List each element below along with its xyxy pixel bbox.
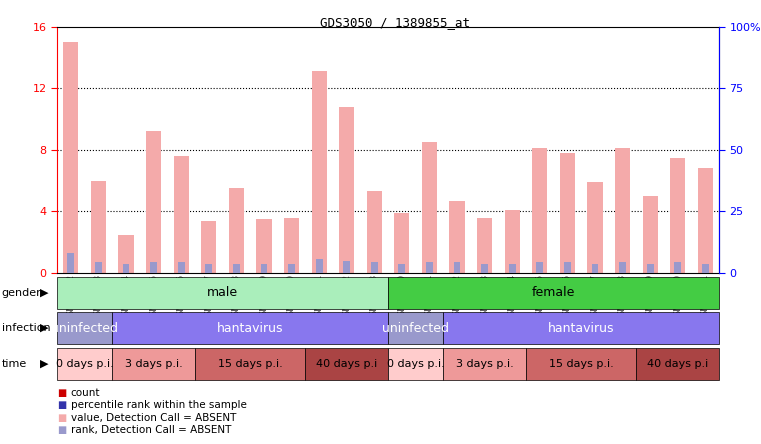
Bar: [284, 218, 299, 273]
Bar: [505, 210, 520, 273]
Text: male: male: [207, 286, 238, 299]
Bar: [619, 262, 626, 273]
Bar: [537, 262, 543, 273]
Bar: [394, 213, 409, 273]
Text: time: time: [2, 359, 27, 369]
Bar: [426, 262, 433, 273]
Bar: [195, 348, 305, 380]
Bar: [509, 264, 516, 273]
Bar: [311, 71, 326, 273]
Text: ■: ■: [57, 413, 66, 423]
Bar: [57, 277, 388, 309]
Bar: [95, 262, 102, 273]
Bar: [371, 262, 377, 273]
Bar: [388, 277, 719, 309]
Bar: [481, 264, 488, 273]
Text: 3 days p.i.: 3 days p.i.: [456, 359, 514, 369]
Bar: [113, 312, 388, 344]
Bar: [647, 264, 654, 273]
Bar: [615, 148, 630, 273]
Bar: [146, 131, 161, 273]
Text: ▶: ▶: [40, 359, 49, 369]
Bar: [339, 107, 355, 273]
Bar: [201, 221, 216, 273]
Text: infection: infection: [2, 323, 50, 333]
Text: count: count: [71, 388, 100, 398]
Text: ▶: ▶: [40, 288, 49, 297]
Bar: [288, 264, 295, 273]
Bar: [57, 312, 113, 344]
Text: 40 days p.i: 40 days p.i: [316, 359, 377, 369]
Bar: [305, 348, 388, 380]
Text: rank, Detection Call = ABSENT: rank, Detection Call = ABSENT: [71, 425, 231, 435]
Bar: [399, 264, 406, 273]
Text: 40 days p.i: 40 days p.i: [647, 359, 708, 369]
Text: 0 days p.i.: 0 days p.i.: [387, 359, 444, 369]
Text: GDS3050 / 1389855_at: GDS3050 / 1389855_at: [320, 16, 470, 28]
Bar: [674, 262, 681, 273]
Bar: [670, 158, 686, 273]
Text: hantavirus: hantavirus: [548, 321, 614, 335]
Bar: [91, 181, 106, 273]
Bar: [636, 348, 719, 380]
Bar: [526, 348, 636, 380]
Bar: [367, 191, 382, 273]
Bar: [454, 262, 460, 273]
Text: value, Detection Call = ABSENT: value, Detection Call = ABSENT: [71, 413, 236, 423]
Text: 3 days p.i.: 3 days p.i.: [125, 359, 183, 369]
Bar: [233, 264, 240, 273]
Bar: [316, 259, 323, 273]
Bar: [702, 264, 708, 273]
Bar: [443, 312, 719, 344]
Text: 15 days p.i.: 15 days p.i.: [218, 359, 282, 369]
Bar: [388, 348, 443, 380]
Bar: [587, 182, 603, 273]
Text: percentile rank within the sample: percentile rank within the sample: [71, 400, 247, 410]
Bar: [698, 168, 713, 273]
Bar: [229, 188, 244, 273]
Text: hantavirus: hantavirus: [217, 321, 283, 335]
Bar: [57, 348, 113, 380]
Bar: [178, 262, 185, 273]
Bar: [477, 218, 492, 273]
Bar: [450, 201, 465, 273]
Bar: [205, 264, 212, 273]
Bar: [256, 219, 272, 273]
Bar: [174, 156, 189, 273]
Bar: [642, 196, 658, 273]
Bar: [68, 253, 75, 273]
Bar: [560, 153, 575, 273]
Bar: [260, 264, 267, 273]
Bar: [343, 261, 350, 273]
Bar: [388, 312, 443, 344]
Bar: [119, 234, 134, 273]
Text: uninfected: uninfected: [51, 321, 118, 335]
Text: gender: gender: [2, 288, 41, 297]
Text: ■: ■: [57, 400, 66, 410]
Text: ■: ■: [57, 425, 66, 435]
Text: female: female: [532, 286, 575, 299]
Bar: [591, 264, 598, 273]
Bar: [532, 148, 547, 273]
Bar: [63, 42, 78, 273]
Text: ▶: ▶: [40, 323, 49, 333]
Bar: [422, 142, 437, 273]
Bar: [443, 348, 526, 380]
Text: ■: ■: [57, 388, 66, 398]
Bar: [150, 262, 157, 273]
Bar: [113, 348, 195, 380]
Text: 0 days p.i.: 0 days p.i.: [56, 359, 113, 369]
Bar: [564, 262, 571, 273]
Bar: [123, 264, 129, 273]
Text: 15 days p.i.: 15 days p.i.: [549, 359, 613, 369]
Text: uninfected: uninfected: [382, 321, 449, 335]
